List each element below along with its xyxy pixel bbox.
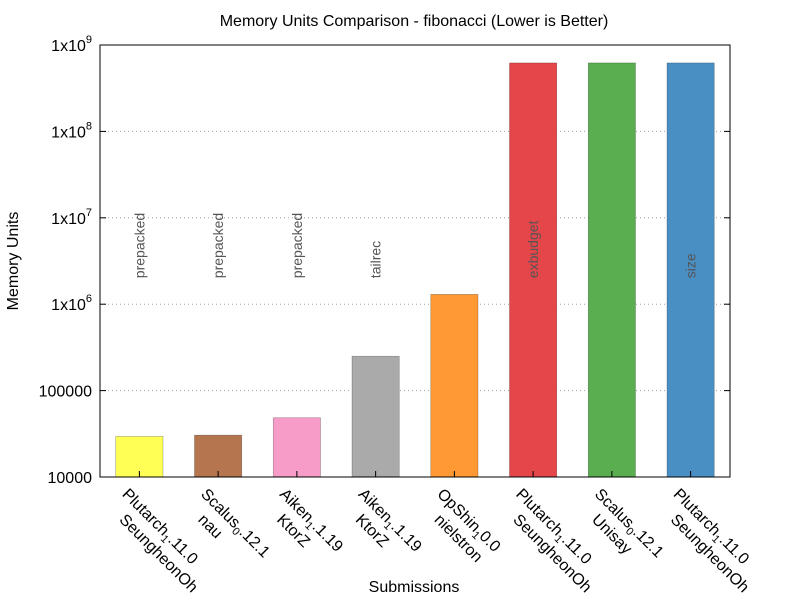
x-tick-version: .1.19 — [309, 518, 346, 555]
y-tick-label-base: 100000 — [39, 384, 92, 401]
x-tick-label: Aiken1.1.19KtorZ — [262, 486, 346, 570]
bar — [352, 356, 399, 477]
y-tick-label-exponent: 7 — [86, 207, 92, 219]
bar-annotation: tailrec — [368, 241, 384, 278]
bar — [588, 63, 635, 477]
bar-annotation: prepacked — [131, 213, 147, 278]
bar-annotation: exbudget — [525, 220, 541, 278]
y-tick-label-exponent: 9 — [86, 34, 92, 46]
y-tick-label: 1x106 — [51, 293, 92, 314]
x-tick-version: .12.1 — [236, 524, 273, 561]
y-tick-label-base: 1x10 — [51, 38, 86, 55]
bar — [273, 418, 320, 477]
y-tick-label-exponent: 8 — [86, 120, 92, 132]
y-tick-label: 1x109 — [51, 34, 92, 55]
y-tick-label: 10000 — [48, 470, 93, 487]
bar — [116, 436, 163, 477]
y-tick-label-base: 1x10 — [51, 124, 86, 141]
y-tick-label-exponent: 6 — [86, 293, 92, 305]
y-tick-label-base: 10000 — [48, 470, 93, 487]
x-tick-label: Plutarch1.11.0SeungheonOh — [498, 486, 608, 596]
chart-title: Memory Units Comparison - fibonacci (Low… — [220, 13, 609, 30]
bar-annotation: size — [683, 253, 699, 278]
x-tick-label: Plutarch1.11.0SeungheonOh — [104, 486, 214, 596]
x-tick-label: Scalus0.12.1Unisay — [577, 486, 667, 576]
y-axis-label: Memory Units — [5, 212, 22, 311]
x-tick-version: .1.19 — [387, 518, 424, 555]
bar-annotation: prepacked — [210, 213, 226, 278]
x-tick-label: Aiken1.1.19KtorZ — [341, 486, 425, 570]
bar — [195, 435, 242, 477]
x-tick-label: OpShin10.0nielstron — [419, 486, 503, 570]
x-tick-version: .12.1 — [629, 524, 666, 561]
bar-annotation: prepacked — [289, 213, 305, 278]
y-tick-label-base: 1x10 — [51, 211, 86, 228]
y-tick-label: 1x107 — [51, 207, 92, 228]
x-tick-label: Plutarch1.11.0SeungheonOh — [656, 486, 766, 596]
bar — [431, 294, 478, 477]
bars-layer — [116, 63, 715, 477]
y-tick-label: 100000 — [39, 384, 92, 401]
x-axis-label: Submissions — [369, 579, 460, 596]
x-tick-label: Scalus0.12.1nau — [183, 486, 273, 576]
y-tick-label-base: 1x10 — [51, 297, 86, 314]
x-axis-ticks: Plutarch1.11.0SeungheonOhScalus0.12.1nau… — [104, 471, 766, 596]
y-tick-label: 1x108 — [51, 120, 92, 141]
